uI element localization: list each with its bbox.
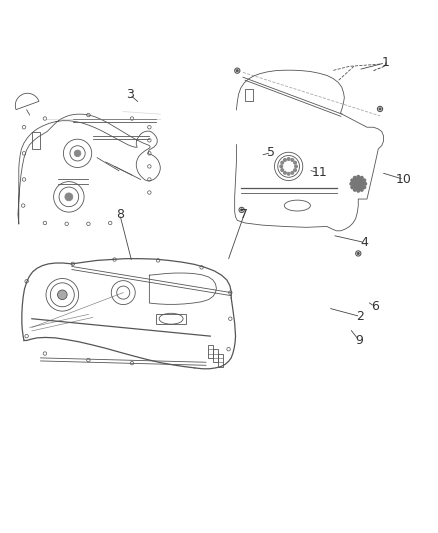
Circle shape <box>358 188 360 190</box>
Circle shape <box>350 182 353 185</box>
Ellipse shape <box>74 150 81 157</box>
Circle shape <box>355 185 358 188</box>
Circle shape <box>354 178 357 181</box>
Text: 8: 8 <box>116 208 124 221</box>
Circle shape <box>357 189 360 192</box>
Circle shape <box>281 161 283 164</box>
Text: 2: 2 <box>357 310 364 323</box>
Bar <box>245 89 253 101</box>
Bar <box>213 349 218 362</box>
Text: 5: 5 <box>267 146 275 159</box>
Circle shape <box>281 169 283 172</box>
Circle shape <box>355 182 358 185</box>
Bar <box>156 314 186 324</box>
Bar <box>208 345 213 358</box>
Text: 7: 7 <box>240 208 248 221</box>
Circle shape <box>291 159 293 161</box>
Text: 4: 4 <box>361 236 369 249</box>
Text: 1: 1 <box>381 56 389 69</box>
Circle shape <box>352 181 355 183</box>
Circle shape <box>360 182 363 185</box>
Circle shape <box>295 165 297 168</box>
Circle shape <box>352 184 355 187</box>
Circle shape <box>364 182 367 185</box>
Circle shape <box>241 209 243 211</box>
Text: 11: 11 <box>311 166 327 180</box>
Circle shape <box>287 173 290 175</box>
Circle shape <box>237 70 238 71</box>
Circle shape <box>294 169 297 172</box>
Circle shape <box>294 161 297 164</box>
Ellipse shape <box>57 290 67 300</box>
Circle shape <box>357 175 360 178</box>
Ellipse shape <box>65 193 73 201</box>
Circle shape <box>287 158 290 160</box>
Circle shape <box>359 180 361 182</box>
Circle shape <box>351 179 353 182</box>
Circle shape <box>358 177 360 180</box>
Circle shape <box>360 189 363 191</box>
Circle shape <box>363 179 366 182</box>
Text: 9: 9 <box>355 334 363 347</box>
Circle shape <box>353 182 356 185</box>
Circle shape <box>284 172 286 174</box>
Circle shape <box>363 186 366 189</box>
Circle shape <box>354 187 357 190</box>
Circle shape <box>359 185 361 188</box>
Circle shape <box>379 108 381 110</box>
Circle shape <box>359 182 361 185</box>
Circle shape <box>353 176 356 179</box>
Text: 3: 3 <box>126 88 134 101</box>
Bar <box>32 132 40 149</box>
Circle shape <box>353 189 356 191</box>
Circle shape <box>280 165 283 168</box>
Circle shape <box>355 180 358 182</box>
Circle shape <box>361 179 364 182</box>
Text: 6: 6 <box>371 300 379 313</box>
Text: 10: 10 <box>396 173 412 186</box>
Circle shape <box>284 159 286 161</box>
Circle shape <box>360 176 363 179</box>
Bar <box>218 353 223 367</box>
Circle shape <box>361 186 364 189</box>
Circle shape <box>291 172 293 174</box>
Circle shape <box>351 186 353 189</box>
Circle shape <box>357 253 359 254</box>
Circle shape <box>357 184 360 187</box>
Circle shape <box>362 182 365 185</box>
Circle shape <box>357 181 360 183</box>
